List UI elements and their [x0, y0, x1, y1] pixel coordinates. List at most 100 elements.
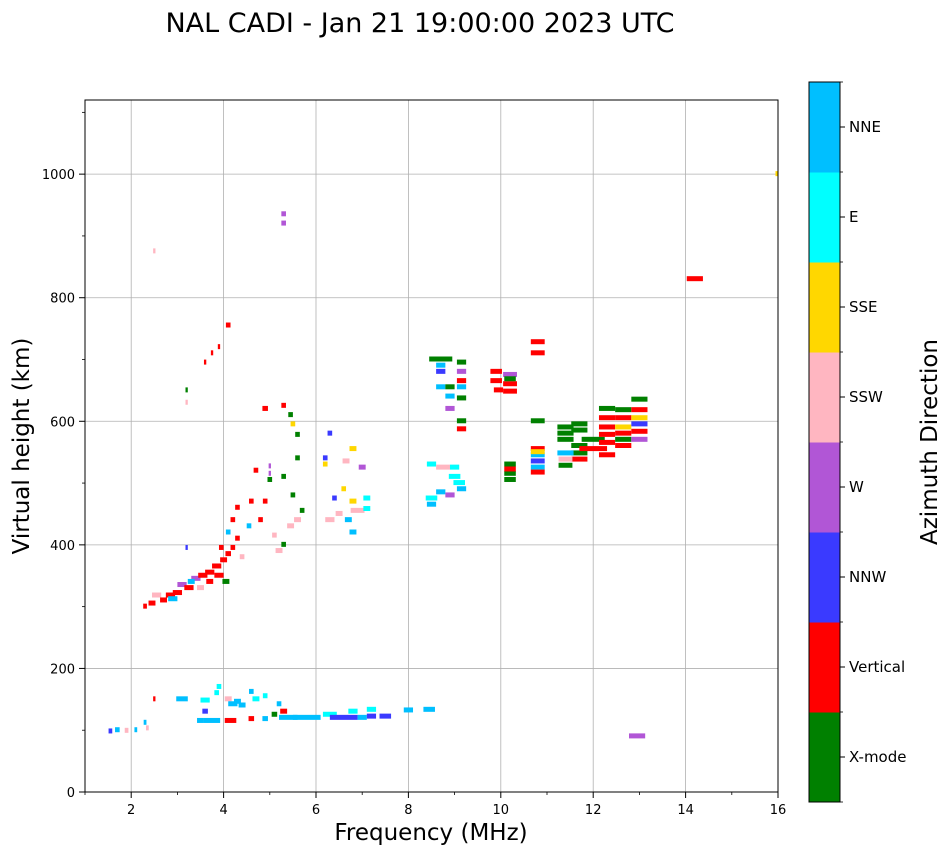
data-point [445, 393, 455, 399]
data-point [631, 407, 648, 413]
data-point [268, 470, 271, 476]
data-point [290, 421, 296, 427]
plot-frame [84, 99, 779, 793]
data-point [344, 517, 352, 523]
chart-title: NAL CADI - Jan 21 19:00:00 2023 UTC [165, 8, 674, 39]
data-point [357, 714, 367, 720]
data-point [115, 727, 120, 733]
data-point [281, 220, 286, 226]
data-point [288, 412, 293, 418]
data-point [631, 415, 648, 421]
data-point [200, 697, 210, 703]
data-point [557, 450, 574, 456]
data-point [160, 597, 168, 603]
data-point [598, 424, 616, 430]
data-point [775, 171, 778, 177]
data-point [366, 713, 377, 719]
data-point [504, 466, 516, 472]
data-point [224, 696, 232, 702]
y-tick-label: 600 [50, 415, 75, 430]
data-point [363, 506, 371, 512]
data-point [629, 733, 646, 739]
data-point [143, 603, 147, 609]
data-point [124, 727, 129, 733]
data-point [249, 688, 254, 694]
data-point [295, 431, 300, 437]
data-point [423, 706, 435, 712]
data-point [295, 455, 300, 461]
data-point [503, 388, 517, 394]
data-point [168, 596, 178, 602]
data-point [290, 492, 296, 498]
colorbar-segment [809, 82, 840, 173]
data-point [108, 728, 113, 734]
data-point [504, 476, 516, 482]
x-axis-label: Frequency (MHz) [334, 820, 527, 846]
data-point [218, 544, 224, 550]
colorbar-label: X-mode [849, 748, 906, 766]
data-point [456, 359, 467, 365]
data-point [615, 424, 632, 430]
data-point [235, 504, 240, 510]
data-point [349, 446, 357, 452]
data-point [631, 396, 648, 402]
data-point [262, 716, 268, 722]
data-point [225, 322, 231, 328]
data-point [348, 708, 358, 714]
data-point [235, 535, 240, 541]
data-point [217, 344, 221, 350]
data-point [322, 461, 328, 467]
data-point [449, 464, 460, 470]
data-point [349, 498, 357, 504]
data-point [581, 436, 605, 442]
colorbar-label: NNE [849, 118, 881, 136]
data-point [598, 452, 616, 458]
data-point [279, 714, 298, 720]
colorbar-label: W [849, 478, 864, 496]
data-point [429, 356, 453, 362]
data-point [615, 443, 632, 448]
data-point [503, 371, 517, 377]
data-point [403, 707, 414, 713]
data-point [456, 395, 467, 401]
data-point [203, 359, 207, 365]
data-point [598, 415, 616, 421]
data-point [253, 467, 259, 473]
data-point [456, 378, 467, 384]
data-point [504, 470, 516, 476]
data-point [557, 424, 574, 430]
data-point [493, 387, 504, 393]
data-point [598, 405, 616, 411]
y-tick-label: 1000 [42, 168, 75, 183]
data-point [341, 486, 347, 492]
data-point [453, 480, 465, 486]
data-point [281, 473, 286, 479]
data-point [504, 376, 516, 382]
data-point [490, 378, 502, 384]
data-point [329, 714, 358, 720]
data-point [379, 713, 392, 719]
colorbar-segment [809, 712, 840, 803]
data-point [230, 517, 236, 523]
data-point [203, 717, 221, 723]
data-point [571, 443, 588, 448]
data-point [530, 339, 545, 345]
x-tick-label: 14 [677, 803, 694, 818]
data-point [332, 495, 337, 501]
data-point [228, 701, 238, 707]
data-point [262, 498, 268, 504]
data-point [172, 590, 183, 596]
data-point [252, 696, 260, 702]
colorbar-segment [809, 442, 840, 533]
data-point [271, 711, 278, 717]
data-point [615, 415, 632, 421]
data-point [238, 702, 246, 708]
data-point [258, 517, 263, 523]
data-point [579, 446, 608, 452]
data-point [436, 384, 446, 390]
y-tick-label: 0 [67, 786, 75, 801]
data-point [276, 701, 282, 707]
data-point [456, 368, 467, 374]
colorbar: X-mode Vertical NNW W SSW SSE E NNE [808, 81, 906, 803]
